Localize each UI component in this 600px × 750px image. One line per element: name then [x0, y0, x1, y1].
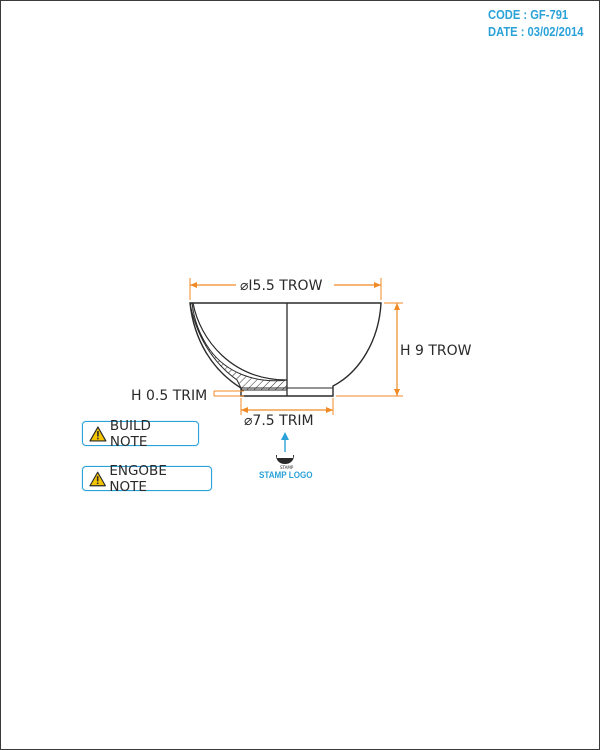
- top-diameter-arrow-left: [190, 282, 197, 288]
- top-diameter-arrow-right: [374, 282, 381, 288]
- base-diameter-arrow-right: [326, 407, 333, 413]
- stamp-pointer-arrow: [281, 432, 289, 440]
- wall-section-hatch: [189, 302, 288, 391]
- svg-text:STAMP: STAMP: [280, 465, 294, 470]
- height-label: H 9 TROW: [400, 343, 472, 359]
- product-code: CODE : GF-791: [488, 7, 569, 22]
- engobe-note-label: ENGOBE NOTE: [109, 462, 167, 495]
- bowl-inner-profile: [192, 302, 288, 381]
- drawing-date: DATE : 03/02/2014: [488, 24, 584, 39]
- stamp-logo-icon: STAMP: [276, 455, 294, 470]
- base-diameter-label: ⌀7.5 TRIM: [244, 413, 314, 429]
- build-note-label: BUILD NOTE: [109, 417, 151, 450]
- build-note-button[interactable]: BUILD NOTE: [82, 418, 199, 450]
- warning-icon: [89, 425, 107, 442]
- warning-icon: [89, 471, 106, 486]
- base-diameter-arrow-left: [241, 407, 248, 413]
- engobe-note-button[interactable]: ENGOBE NOTE: [82, 463, 212, 495]
- bowl-outline: [189, 302, 382, 397]
- trim-height-label: H 0.5 TRIM: [131, 388, 207, 404]
- height-arrow-bottom: [394, 389, 400, 396]
- height-arrow-top: [394, 303, 400, 310]
- stamp-logo-label: STAMP LOGO: [259, 470, 313, 481]
- top-diameter-label: ⌀I5.5 TROW: [240, 278, 323, 294]
